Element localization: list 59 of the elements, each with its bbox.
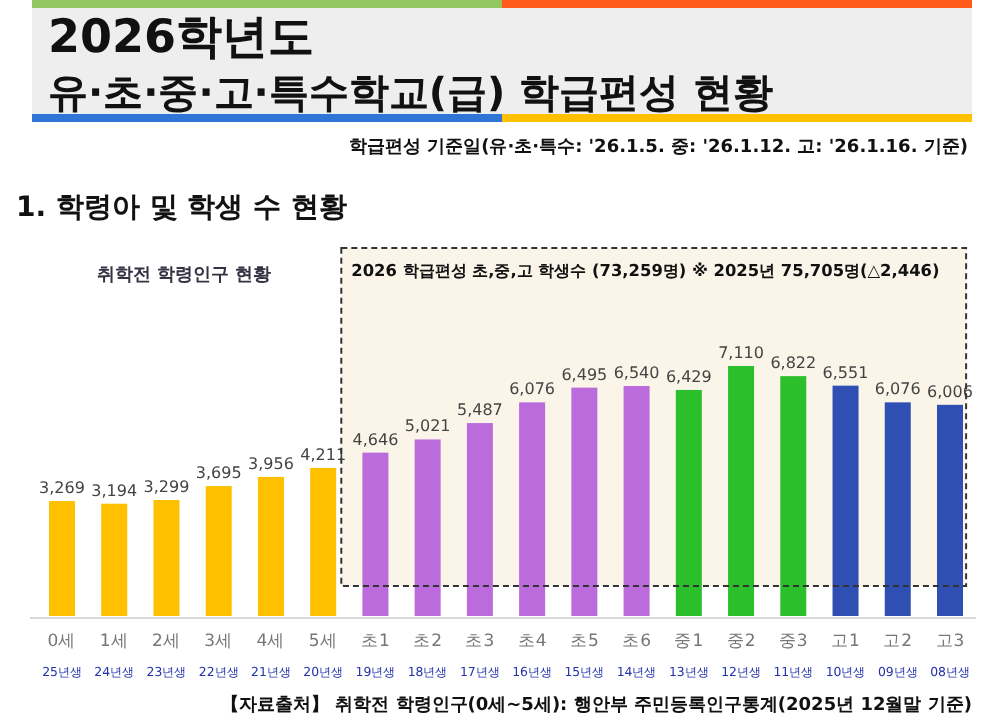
chart-title: 2026학년도 유·초·중·고·특수학교(급) 학급편성 현황: [48, 12, 774, 116]
data-label: 4,646: [352, 430, 399, 449]
x-tick-label: 초4: [517, 632, 547, 652]
data-label: 3,269: [39, 479, 85, 498]
data-label: 6,822: [770, 354, 817, 373]
x-tick-label: 2세: [152, 632, 181, 652]
chart-subtitle: 학급편성 기준일(유·초·특수: '26.1.5. 중: '26.1.12. 고: '26.1.16. 기준): [348, 138, 968, 158]
x-tick-label: 중2: [726, 632, 756, 652]
x-tick-label: 1세: [99, 632, 129, 652]
bar: [257, 476, 284, 616]
x-tick-label: 고3: [935, 632, 965, 652]
x-tick-label: 중3: [778, 632, 808, 652]
x-tick-label: 고2: [883, 632, 913, 652]
x-tick-label: 초6: [622, 632, 652, 652]
data-label: 3,194: [91, 481, 138, 500]
text: 취학전 학령인구 현황: [96, 266, 272, 286]
bar: [728, 366, 755, 616]
bar: [414, 439, 441, 616]
bar: [310, 467, 337, 616]
data-label: 3,956: [248, 454, 294, 473]
bar: [832, 385, 859, 616]
bar: [49, 501, 75, 616]
bar: [519, 402, 546, 616]
data-label: 6,076: [874, 380, 921, 399]
x-tick-label: 중1: [674, 632, 704, 652]
bar: [205, 486, 232, 616]
data-label: 3,299: [143, 478, 190, 496]
bar: [675, 389, 702, 616]
x-tick-label: 5세: [308, 632, 338, 652]
text: 1. 학령아 및 학생 수 현황: [16, 192, 347, 224]
data-label: 3,695: [195, 464, 242, 483]
x-tick-label: 초3: [465, 632, 495, 652]
data-label: 5,487: [456, 401, 503, 420]
x-tick-label: 고1: [831, 632, 860, 652]
x-tick-label: 4세: [256, 632, 286, 652]
bar: [623, 386, 650, 616]
data-label: 6,551: [822, 363, 869, 382]
bar: [101, 503, 128, 616]
bar: [884, 402, 911, 616]
x-tick-label: 초1: [360, 632, 390, 652]
x-tick-label: 초2: [413, 632, 443, 652]
data-label: 5,021: [404, 417, 451, 436]
x-tick-label: 초5: [569, 632, 599, 652]
x-tick-label: 3세: [204, 632, 234, 652]
data-label: 6,495: [561, 365, 608, 384]
text: 【자료출처】 취학전 학령인구(0세~5세): 행안부 주민등록인구통계(2025년 12월말 기준): [221, 694, 972, 716]
bar: [937, 404, 963, 616]
data-label: 6,429: [665, 367, 712, 386]
band-label: 2026 학급편성 초,중,고 학생수 (73,259명) ※ 2025년 75,705명(△2,446): [351, 260, 940, 280]
data-label: 7,110: [718, 344, 764, 362]
data-label: 6,006: [927, 382, 973, 401]
bar: [362, 452, 389, 616]
x-tick-label: 0세: [47, 632, 77, 652]
bar: [780, 376, 807, 616]
bar: [571, 387, 598, 616]
bar: [153, 500, 180, 616]
data-label: 6,540: [613, 364, 660, 383]
data-label: 6,076: [509, 380, 556, 399]
bar: [466, 423, 493, 616]
